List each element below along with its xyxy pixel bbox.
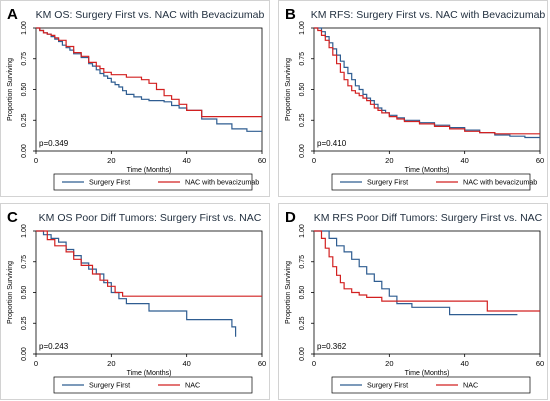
- y-tick-label: 0.75: [21, 255, 28, 269]
- x-tick-label: 20: [107, 156, 115, 165]
- x-axis-label: Time (Months): [127, 167, 172, 174]
- x-tick-label: 0: [312, 359, 316, 368]
- legend-label: Surgery First: [89, 178, 130, 187]
- legend-label: NAC: [185, 381, 200, 390]
- km-curve-nac: [36, 230, 262, 297]
- x-tick-label: 60: [258, 359, 266, 368]
- panel-letter: D: [285, 209, 296, 226]
- y-tick-label: 0.75: [21, 52, 28, 66]
- chart-title: KM OS Poor Diff Tumors: Surgery First vs…: [39, 212, 262, 224]
- x-tick-label: 0: [34, 359, 38, 368]
- legend: Surgery First NAC with bevacizumab: [53, 173, 259, 191]
- x-tick-label: 20: [385, 156, 393, 165]
- y-tick-label: 0.25: [21, 316, 28, 330]
- p-value: p=0.410: [317, 139, 347, 148]
- x-axis-label: Time (Months): [405, 370, 450, 377]
- y-tick-label: 0.00: [299, 347, 306, 361]
- x-axis-label: Time (Months): [405, 167, 450, 174]
- legend-label: NAC with bevacizumab: [463, 178, 537, 187]
- x-tick-label: 40: [182, 359, 190, 368]
- x-tick-label: 60: [258, 156, 266, 165]
- y-axis-label: Proportion Surviving: [7, 261, 14, 324]
- legend-label: NAC with bevacizumab: [185, 178, 259, 187]
- plot-area: [313, 230, 541, 355]
- legend: Surgery First NAC: [331, 376, 531, 394]
- x-tick-label: 40: [182, 156, 190, 165]
- panel-letter: B: [285, 6, 296, 23]
- y-tick-label: 0.00: [21, 347, 28, 361]
- km-curve-nac: [314, 27, 540, 135]
- km-curve-surgery-first: [314, 230, 518, 316]
- km-curve-nac: [314, 230, 540, 312]
- y-axis-label: Proportion Surviving: [7, 58, 14, 121]
- km-curve-nac: [36, 27, 262, 118]
- p-value: p=0.362: [317, 342, 347, 351]
- legend-label: Surgery First: [367, 381, 408, 390]
- p-value: p=0.349: [39, 139, 69, 148]
- x-tick-label: 60: [536, 359, 544, 368]
- panel-b: B KM RFS: Surgery First vs. NAC with Beva…: [278, 0, 548, 197]
- y-tick-label: 0.50: [299, 83, 306, 97]
- x-tick-label: 20: [385, 359, 393, 368]
- panel-d: D KM RFS Poor Diff Tumors: Surgery First …: [278, 203, 548, 400]
- chart-title: KM OS: Surgery First vs. NAC with Bevaci…: [36, 9, 265, 21]
- x-tick-label: 0: [34, 156, 38, 165]
- y-tick-label: 0.25: [21, 113, 28, 127]
- legend-box: [331, 173, 531, 191]
- km-curve-surgery-first: [314, 27, 540, 139]
- x-tick-label: 20: [107, 359, 115, 368]
- legend-box: [53, 173, 253, 191]
- panel-letter: A: [7, 6, 18, 23]
- y-tick-label: 0.25: [299, 113, 306, 127]
- y-tick-label: 1.00: [299, 21, 306, 35]
- panel-letter: C: [7, 209, 18, 226]
- legend-label: Surgery First: [367, 178, 408, 187]
- y-tick-label: 1.00: [299, 224, 306, 238]
- legend: Surgery First NAC with bevacizumab: [331, 173, 537, 191]
- legend: Surgery First NAC: [53, 376, 253, 394]
- panel-a: A KM OS: Surgery First vs. NAC with Bevac…: [0, 0, 270, 197]
- y-tick-label: 0.00: [21, 144, 28, 158]
- y-tick-label: 0.75: [299, 255, 306, 269]
- p-value: p=0.243: [39, 342, 69, 351]
- y-tick-label: 0.75: [299, 52, 306, 66]
- y-tick-label: 0.50: [21, 83, 28, 97]
- x-axis-label: Time (Months): [127, 370, 172, 377]
- panel-c: C KM OS Poor Diff Tumors: Surgery First v…: [0, 203, 270, 400]
- legend-box: [53, 376, 253, 394]
- y-tick-label: 1.00: [21, 224, 28, 238]
- y-tick-label: 0.00: [299, 144, 306, 158]
- x-tick-label: 60: [536, 156, 544, 165]
- legend-label: Surgery First: [89, 381, 130, 390]
- y-axis-label: Proportion Surviving: [285, 58, 292, 121]
- x-tick-label: 40: [460, 156, 468, 165]
- y-axis-label: Proportion Surviving: [285, 261, 292, 324]
- y-tick-label: 0.50: [299, 286, 306, 300]
- x-tick-label: 40: [460, 359, 468, 368]
- legend-label: NAC: [463, 381, 478, 390]
- plot-area: [313, 27, 541, 152]
- y-tick-label: 1.00: [21, 21, 28, 35]
- x-tick-label: 0: [312, 156, 316, 165]
- y-tick-label: 0.50: [21, 286, 28, 300]
- legend-box: [331, 376, 531, 394]
- chart-title: KM RFS: Surgery First vs. NAC with Bevac…: [311, 9, 546, 21]
- chart-title: KM RFS Poor Diff Tumors: Surgery First v…: [314, 212, 543, 224]
- y-tick-label: 0.25: [299, 316, 306, 330]
